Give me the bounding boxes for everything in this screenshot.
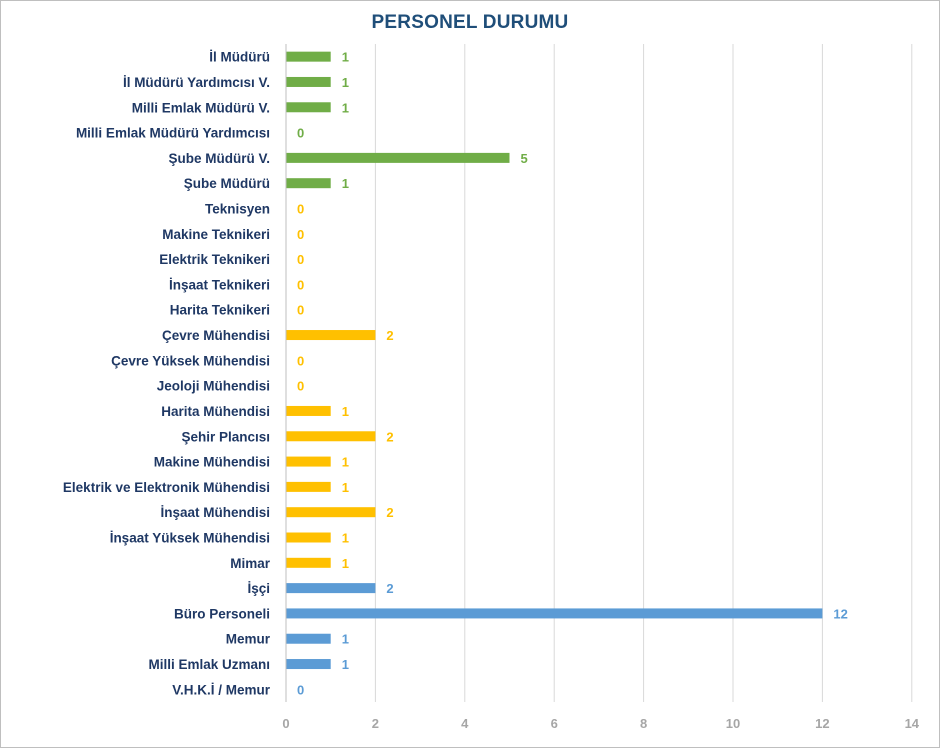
category-label: Teknisyen [205, 202, 270, 217]
data-label: 1 [342, 455, 349, 470]
category-label: Memur [226, 632, 271, 647]
bar [286, 456, 331, 467]
x-tick-label: 14 [905, 716, 920, 731]
chart-title: PERSONEL DURUMU [371, 12, 569, 33]
x-tick-label: 10 [726, 716, 740, 731]
data-label: 1 [342, 556, 349, 571]
bar [286, 102, 331, 113]
category-label: İnşaat Mühendisi [160, 505, 270, 520]
bar [286, 431, 376, 442]
data-label: 1 [342, 100, 349, 115]
category-label: Şube Müdürü [184, 176, 270, 191]
x-tick-label: 4 [461, 716, 469, 731]
data-label: 1 [342, 50, 349, 65]
category-label: Büro Personeli [174, 606, 270, 621]
category-label: İnşaat Teknikeri [169, 277, 270, 292]
bar [286, 633, 331, 644]
data-label: 2 [386, 581, 393, 596]
bar [286, 178, 331, 189]
bar [286, 481, 331, 492]
category-label: Mimar [230, 556, 271, 571]
category-label: İnşaat Yüksek Mühendisi [110, 531, 270, 546]
category-label: Şehir Plancısı [181, 429, 270, 444]
category-label: İşçi [247, 581, 270, 596]
data-label: 0 [297, 126, 304, 141]
bar [286, 608, 823, 619]
bar [286, 51, 331, 62]
bar [286, 507, 376, 518]
data-label: 0 [297, 353, 304, 368]
x-tick-label: 0 [282, 716, 289, 731]
bar [286, 659, 331, 670]
category-label: Milli Emlak Müdürü V. [132, 100, 270, 115]
category-label: Milli Emlak Müdürü Yardımcısı [76, 126, 270, 141]
category-label: İl Müdürü [209, 50, 270, 65]
x-tick-label: 8 [640, 716, 647, 731]
category-label: Makine Teknikeri [162, 227, 270, 242]
data-label: 1 [342, 632, 349, 647]
data-label: 0 [297, 227, 304, 242]
data-label: 12 [833, 606, 847, 621]
data-label: 0 [297, 379, 304, 394]
category-label: Jeoloji Mühendisi [157, 379, 270, 394]
category-label: Makine Mühendisi [154, 455, 270, 470]
data-label: 1 [342, 404, 349, 419]
bar [286, 557, 331, 568]
x-tick-label: 12 [815, 716, 829, 731]
bar [286, 583, 376, 594]
x-tick-label: 2 [372, 716, 379, 731]
data-label: 1 [342, 531, 349, 546]
category-label: İl Müdürü Yardımcısı V. [123, 75, 270, 90]
category-label: Harita Teknikeri [170, 303, 270, 318]
category-label: Şube Müdürü V. [168, 151, 270, 166]
data-label: 0 [297, 303, 304, 318]
bar [286, 405, 331, 416]
category-label: Elektrik ve Elektronik Mühendisi [63, 480, 270, 495]
data-label: 1 [342, 480, 349, 495]
category-label: Elektrik Teknikeri [159, 252, 270, 267]
data-label: 1 [342, 176, 349, 191]
category-label: Milli Emlak Uzmanı [148, 657, 270, 672]
data-label: 1 [342, 75, 349, 90]
data-label: 0 [297, 277, 304, 292]
data-label: 0 [297, 682, 304, 697]
category-label: Çevre Yüksek Mühendisi [111, 353, 270, 368]
data-label: 2 [386, 429, 393, 444]
x-tick-label: 6 [551, 716, 558, 731]
category-label: V.H.K.İ / Memur [172, 682, 271, 697]
bar [286, 152, 510, 163]
bar [286, 330, 376, 341]
bar [286, 532, 331, 543]
data-label: 1 [342, 657, 349, 672]
category-label: Çevre Mühendisi [162, 328, 270, 343]
data-label: 0 [297, 202, 304, 217]
data-label: 5 [521, 151, 528, 166]
data-label: 2 [386, 505, 393, 520]
category-label: Harita Mühendisi [161, 404, 270, 419]
data-label: 2 [386, 328, 393, 343]
data-label: 0 [297, 252, 304, 267]
bar [286, 76, 331, 87]
